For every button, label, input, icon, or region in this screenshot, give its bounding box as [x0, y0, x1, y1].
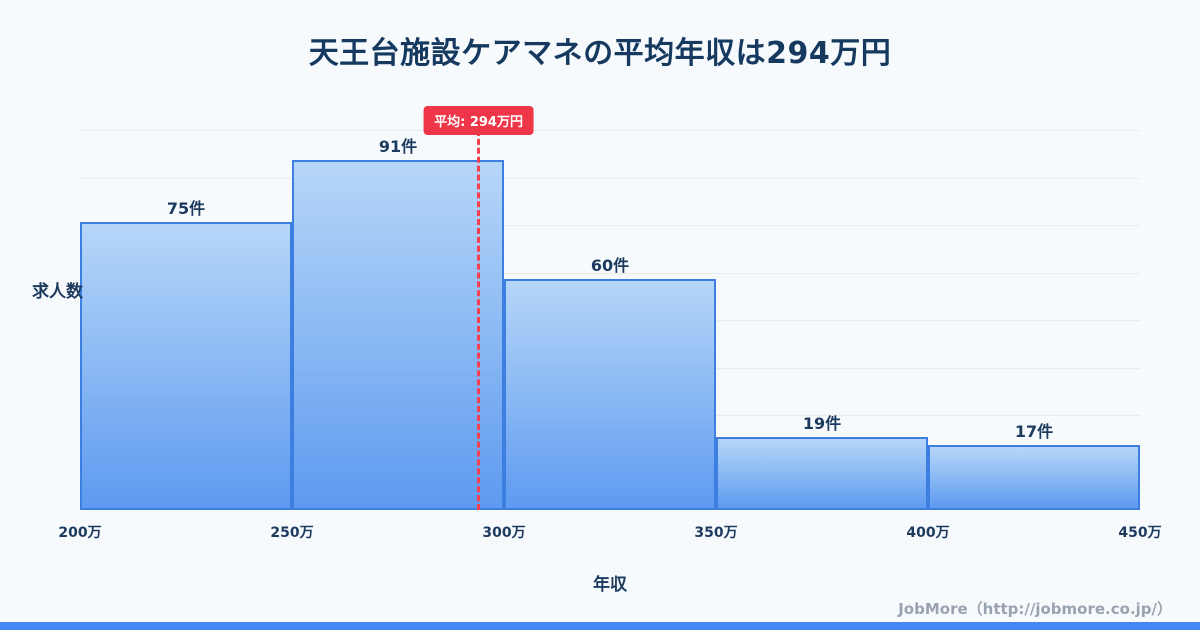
x-axis-tick: 450万: [1118, 525, 1162, 541]
histogram-bar: [80, 221, 292, 510]
page-title: 天王台施設ケアマネの平均年収は294万円: [308, 36, 892, 71]
x-axis-tick: 350万: [694, 525, 738, 541]
bar-value-label: 17件: [1014, 421, 1054, 441]
x-axis-label: 年収: [593, 575, 627, 595]
histogram-bar: [504, 279, 716, 510]
gridline: [80, 272, 1140, 274]
gridline: [80, 225, 1140, 226]
histogram-bar: [716, 436, 928, 510]
histogram-bar: [928, 444, 1140, 510]
gridline: [80, 130, 1140, 131]
x-axis-tick: 400万: [906, 525, 950, 541]
bar-value-label: 60件: [590, 256, 630, 276]
mean-value-line: [477, 130, 481, 510]
bar-value-label: 91件: [378, 137, 418, 156]
x-axis-tick: 250万: [270, 525, 314, 541]
x-axis-tick: 300万: [482, 525, 526, 541]
footer-credit: JobMore（http://jobmore.co.jp/）: [898, 600, 1172, 618]
bar-value-label: 19件: [802, 413, 842, 433]
histogram-bar: [292, 160, 504, 510]
bar-value-label: 75件: [166, 198, 206, 218]
x-axis-tick: 200万: [58, 525, 102, 541]
bottom-accent-bar: [0, 622, 1200, 630]
gridline: [80, 177, 1140, 179]
y-axis-label: 求人数: [32, 282, 83, 302]
mean-value-badge: 平均: 294万円: [423, 106, 534, 135]
